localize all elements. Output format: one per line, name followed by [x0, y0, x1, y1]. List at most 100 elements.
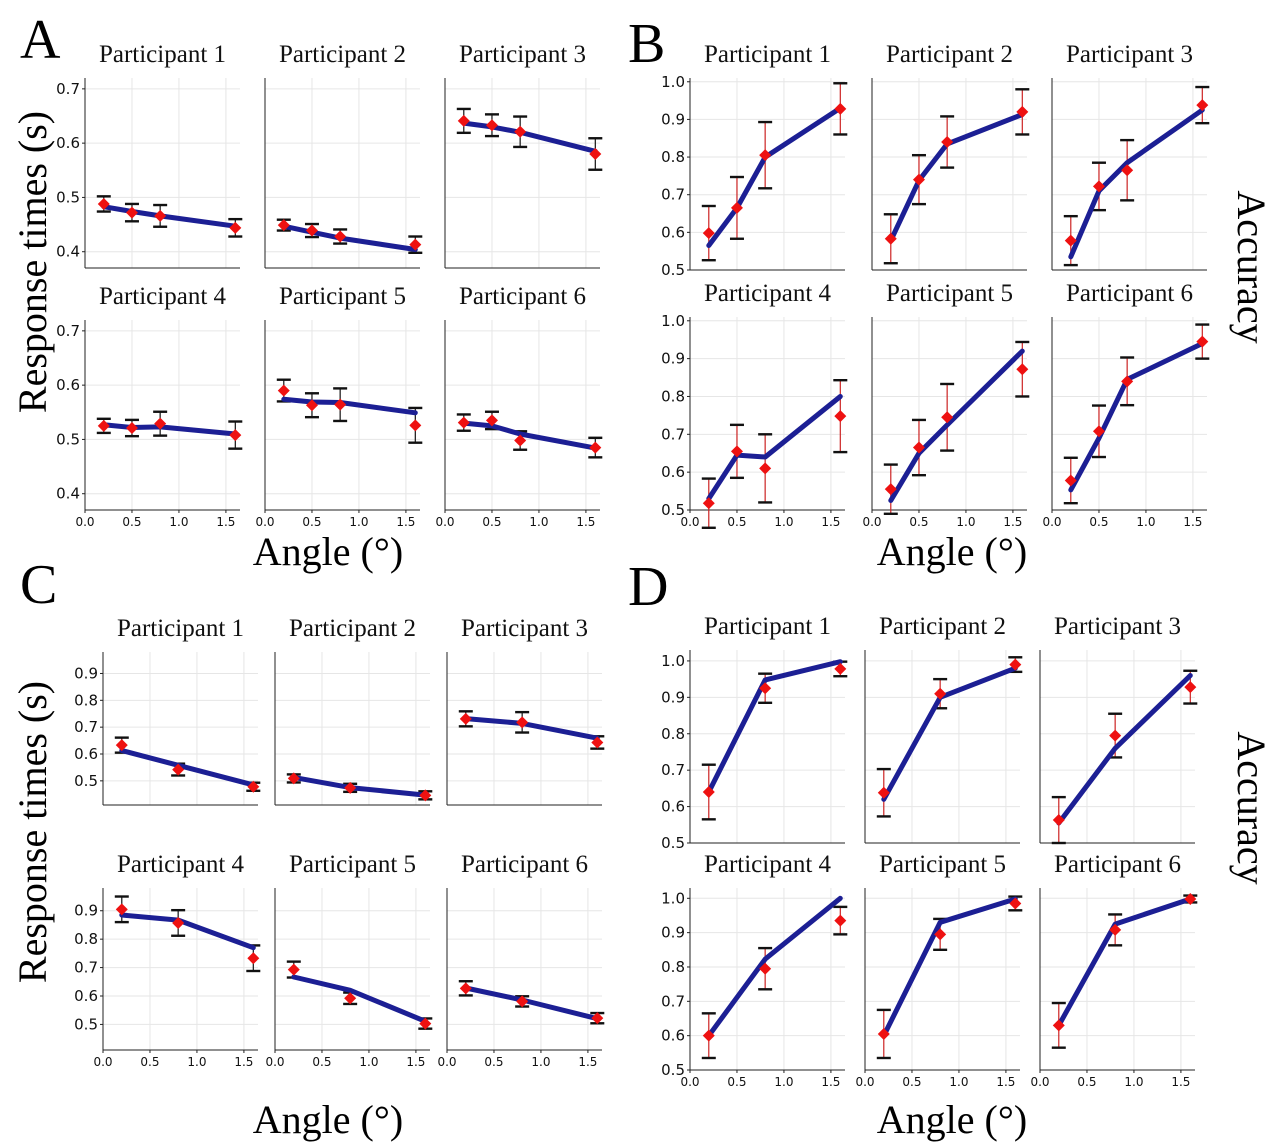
data-point	[125, 206, 138, 219]
data-point	[334, 398, 347, 411]
data-point	[1092, 180, 1105, 193]
y-tick-label: 0.9	[661, 688, 685, 706]
subplot-a-p1: 0.4 0.5 0.6 0.7 Participant 1	[56, 41, 243, 269]
x-tick-label: 1.5	[234, 1055, 253, 1069]
data-point	[1121, 164, 1134, 177]
y-tick-label: 0.4	[56, 243, 80, 261]
y-tick-label: 0.8	[661, 148, 685, 166]
x-tick-label: 0.5	[902, 1075, 921, 1089]
data-point	[884, 232, 897, 245]
subplot-a-p4: 0.4 0.5 0.6 0.7 0.0 0.5 1.0 1.5 Participant 4	[56, 283, 243, 529]
data-point	[934, 928, 947, 941]
x-axis-label-a: Angle (°)	[253, 529, 403, 574]
data-point	[277, 219, 290, 232]
x-tick-label: 1.5	[996, 1075, 1015, 1089]
y-tick-label: 0.9	[74, 664, 98, 682]
data-point	[459, 982, 472, 995]
data-point	[97, 419, 110, 432]
y-tick-label: 0.6	[56, 134, 80, 152]
subplot-title: Participant 4	[99, 283, 227, 310]
data-point	[834, 102, 847, 115]
x-tick-label: 1.0	[774, 1075, 793, 1089]
data-point	[125, 422, 138, 435]
panel-letter-d: D	[628, 556, 668, 618]
x-tick-label: 1.0	[187, 1055, 206, 1069]
subplot-b-p3: Participant 3	[1051, 41, 1210, 271]
subplot-title: Participant 2	[289, 615, 416, 642]
subplot-title: Participant 2	[279, 41, 406, 68]
subplot-title: Participant 5	[279, 283, 406, 310]
y-tick-label: 0.9	[661, 110, 685, 128]
x-tick-label: 0.5	[482, 515, 501, 529]
data-point	[419, 789, 432, 802]
y-tick-label: 0.8	[661, 958, 685, 976]
subplot-b-p1: 0.5 0.6 0.7 0.8 0.9 1.0 Participant 1	[661, 41, 848, 279]
y-tick-label: 0.9	[74, 902, 98, 920]
x-axis-label-d: Angle (°)	[877, 1097, 1027, 1142]
x-tick-label: 1.0	[1136, 515, 1155, 529]
subplot-title: Participant 6	[1066, 280, 1193, 307]
y-tick-label: 0.7	[56, 322, 80, 340]
x-axis-label-b: Angle (°)	[877, 529, 1027, 574]
data-point	[591, 736, 604, 749]
data-point	[514, 125, 527, 138]
subplot-title: Participant 4	[704, 280, 832, 307]
data-point	[305, 224, 318, 237]
data-point	[1092, 425, 1105, 438]
data-point	[1052, 814, 1065, 827]
data-point	[1016, 363, 1029, 376]
data-point	[1016, 105, 1029, 118]
y-tick-label: 0.7	[56, 80, 80, 98]
data-point	[97, 197, 110, 210]
x-tick-label: 1.0	[359, 1055, 378, 1069]
data-point	[912, 441, 925, 454]
y-tick-label: 1.0	[661, 312, 685, 330]
subplot-title: Participant 4	[704, 851, 832, 878]
subplot-title: Participant 6	[1054, 851, 1181, 878]
subplot-title: Participant 1	[704, 613, 831, 640]
x-tick-label: 1.5	[1003, 515, 1022, 529]
x-tick-label: 0.0	[437, 1055, 456, 1069]
x-tick-label: 0.0	[680, 1075, 699, 1089]
subplot-b-p4: 0.50.60.70.80.91.00.0 0.5 1.0 1.5Participan…	[661, 280, 848, 529]
subplot-c-p2: Participant 2	[274, 615, 433, 806]
x-tick-label: 1.5	[396, 515, 415, 529]
x-tick-label: 1.5	[578, 1055, 597, 1069]
x-tick-label: 0.0	[255, 515, 274, 529]
x-tick-label: 1.5	[406, 1055, 425, 1069]
data-point	[834, 410, 847, 423]
x-tick-label: 1.0	[169, 515, 188, 529]
y-tick-label: 0.9	[661, 350, 685, 368]
y-tick-label: 0.6	[56, 376, 80, 394]
y-tick-label: 0.5	[661, 261, 685, 279]
data-point	[172, 916, 185, 929]
data-point	[1121, 375, 1134, 388]
data-point	[344, 992, 357, 1005]
model-line	[706, 394, 843, 502]
data-point	[702, 227, 715, 240]
subplot-title: Participant 5	[289, 851, 416, 878]
data-point	[877, 1027, 890, 1040]
data-point	[457, 114, 470, 127]
x-tick-label: 1.0	[956, 515, 975, 529]
data-point	[485, 414, 498, 427]
model-line	[461, 420, 598, 451]
subplot-b-p2: Participant 2	[871, 41, 1030, 271]
subplot-c-p3: Participant 3	[446, 615, 605, 806]
data-point	[115, 903, 128, 916]
data-point	[287, 772, 300, 785]
data-point	[589, 441, 602, 454]
subplot-d-p4: 0.50.60.70.80.91.00.0 0.5 1.0 1.5Participan…	[661, 851, 848, 1089]
subplot-d-p5: 0.0 0.5 1.0 1.5 Participant 5	[855, 851, 1023, 1089]
y-tick-label: 0.4	[56, 485, 80, 503]
data-point	[1064, 474, 1077, 487]
x-tick-label: 1.5	[1183, 515, 1202, 529]
x-tick-label: 0.0	[862, 515, 881, 529]
subplot-title: Participant 2	[886, 41, 1013, 68]
data-point	[229, 221, 242, 234]
model-line	[706, 105, 843, 248]
subplot-a-p5: 0.0 0.5 1.0 1.5 Participant 5	[255, 283, 423, 529]
subplot-title: Participant 5	[886, 280, 1013, 307]
model-line	[706, 895, 843, 1039]
data-point	[941, 411, 954, 424]
